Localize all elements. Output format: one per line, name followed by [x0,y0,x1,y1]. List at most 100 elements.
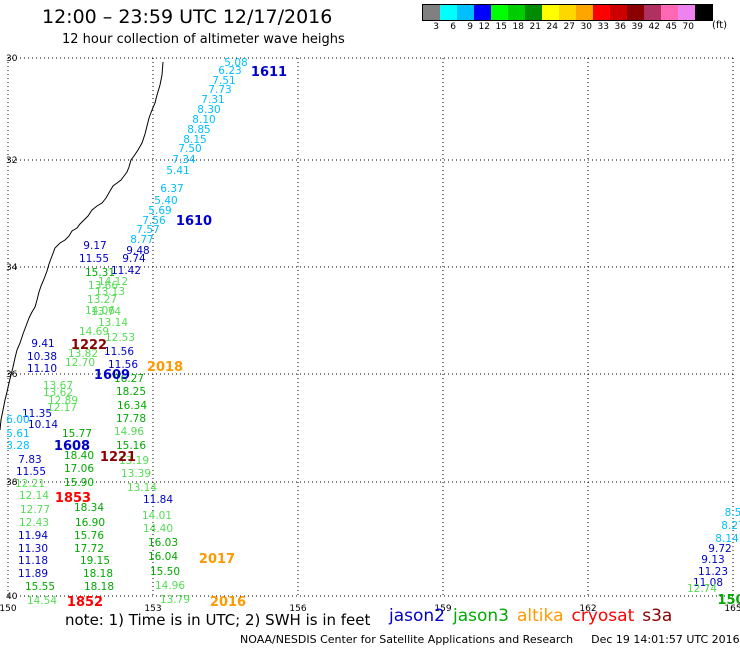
color-swatch-15 [678,5,695,20]
wave-height-label: 14.40 [143,523,173,535]
wave-height-label: 16.04 [148,551,178,563]
color-swatch-9 [576,5,593,20]
wave-height-label: 7.57 [136,224,159,236]
wave-height-label: 17.06 [64,463,94,475]
longitude-label: 153 [144,604,161,614]
wave-height-label: 19.15 [80,555,110,567]
wave-height-label: 14.96 [155,580,185,592]
color-scale-label: 18 [512,22,524,32]
color-swatch-13 [644,5,661,20]
wave-height-label: 11.18 [18,555,48,567]
color-scale-label: 42 [648,22,660,32]
wave-height-label: 5.41 [166,165,189,177]
wave-height-label: 13.14 [127,482,157,494]
wave-height-label: 16.90 [75,517,105,529]
color-swatch-3 [474,5,491,20]
latitude-label: 32 [6,156,17,166]
wave-height-label: 8.77 [130,234,153,246]
longitude-label: 162 [579,604,596,614]
wave-height-label: 15.55 [25,581,55,593]
wave-height-label: 9.72 [708,543,731,555]
wave-height-label: 11.94 [18,530,48,542]
wave-height-label: 12.53 [105,332,135,344]
wave-height-label: 12.43 [19,517,49,529]
color-scale-bar [422,4,713,21]
wave-height-label: 5.61 [6,428,29,440]
longitude-label: 156 [289,604,306,614]
wave-height-label: 13.13 [95,286,125,298]
wave-height-label: 8.27 [721,520,740,532]
color-scale-label: 24 [546,22,558,32]
wave-height-label: 18.40 [64,450,94,462]
credit-org: NOAA/NESDIS Center for Satellite Applica… [240,633,574,646]
color-scale-label: 21 [529,22,541,32]
wave-height-label: 11.42 [111,265,141,277]
color-swatch-12 [627,5,644,20]
pass-time-label: 1221 [100,450,136,465]
wave-height-label: 18.34 [74,502,104,514]
legend-s3a: s3a [642,606,673,626]
wave-height-label: 11.56 [104,346,134,358]
wave-height-label: 5.69 [148,205,171,217]
wave-height-label: 11.55 [16,466,46,478]
wave-height-label: 3.28 [6,440,29,452]
color-scale-labels: 3 6 9 12 15 18 21 24 27 30 33 36 39 42 45 70 [422,22,694,32]
wave-height-label: 17.78 [116,413,146,425]
coastline [0,61,164,431]
wave-height-label: 7.34 [172,154,196,166]
color-swatch-11 [610,5,627,20]
legend-cryosat: cryosat [571,606,635,626]
latitude-label: 34 [6,263,18,273]
wave-height-label: 15.31 [85,267,115,279]
color-scale-label: 15 [495,22,507,32]
satellite-legend: jason2 jason3 altika cryosat s3a [389,606,680,626]
pass-time-label: 2016 [210,595,246,610]
wave-height-label: 13.19 [119,455,149,467]
wave-height-label: 14.12 [98,276,128,288]
wave-height-label: 8.5 [725,507,740,519]
wave-height-label: 6.37 [160,183,183,195]
color-scale-label: 33 [597,22,609,32]
wave-height-label: 8.30 [197,104,220,116]
color-swatch-8 [559,5,576,20]
color-swatch-10 [593,5,610,20]
wave-observations: 5.086.237.517.737.318.308.108.858.157.50… [6,57,740,607]
color-swatch-6 [525,5,542,20]
wave-height-label: 7.51 [212,75,235,87]
color-scale-label: 3 [433,22,439,32]
color-scale-label: 9 [467,22,473,32]
color-scale-label: 27 [563,22,575,32]
legend-jason2: jason2 [389,606,445,626]
wave-height-label: 15.77 [62,428,92,440]
wave-height-label: 7.50 [178,143,201,155]
color-scale-label: 45 [665,22,677,32]
color-swatch-1 [440,5,457,20]
color-swatch-7 [542,5,559,20]
map-title: 12:00 – 23:59 UTC 12/17/2016 [42,6,333,28]
color-swatch-2 [457,5,474,20]
wave-height-label: 14.06 [85,305,115,317]
wave-height-label: 16.27 [114,373,144,385]
wave-height-label: 12.89 [48,395,78,407]
wave-height-label: 11.30 [18,543,48,555]
wave-height-label: 12.21 [15,478,45,490]
wave-height-label: 11.08 [693,577,723,589]
credit-line: NOAA/NESDIS Center for Satellite Applica… [240,633,740,646]
wave-height-label: 9.48 [126,245,149,257]
wave-height-label: 13.39 [121,468,151,480]
pass-time-label: 1853 [55,491,91,506]
latitude-label: 36 [6,370,18,380]
color-scale-label: 12 [478,22,490,32]
wave-height-label: 5.08 [224,57,247,69]
wave-height-label: 12.74 [687,583,717,595]
wave-height-label: 13.14 [98,317,128,329]
pass-time-label: 150 [717,593,740,608]
pass-time-label: 2018 [147,360,183,375]
wave-height-label: 9.17 [83,240,106,252]
wave-height-label: 7.83 [18,454,41,466]
pass-time-label: 1852 [67,595,103,610]
latitude-label: 40 [6,592,18,602]
color-scale-label: 6 [450,22,456,32]
wave-height-label: 15.50 [150,566,180,578]
color-scale-label: 36 [614,22,626,32]
